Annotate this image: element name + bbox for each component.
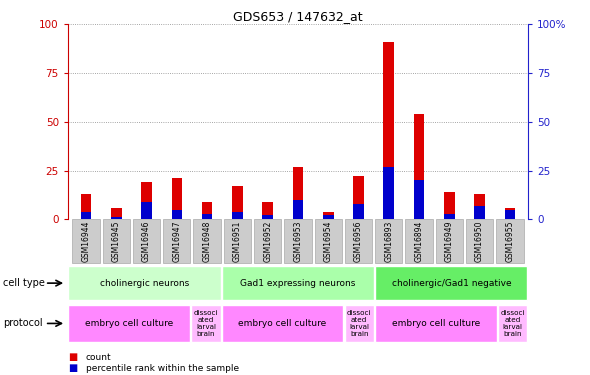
Bar [232,186,242,219]
Text: GSM16893: GSM16893 [384,220,394,262]
Bar [405,219,432,262]
Bar [263,202,273,219]
Bar [323,211,333,219]
Bar [172,210,182,219]
Bar [191,305,221,342]
Text: GSM16955: GSM16955 [506,220,514,262]
Text: GSM16949: GSM16949 [445,220,454,262]
Bar [202,213,212,219]
Bar [323,216,333,219]
Bar [103,219,130,262]
Bar [353,204,364,219]
Bar [504,210,515,219]
Text: Gad1 expressing neurons: Gad1 expressing neurons [240,279,356,288]
Bar [375,305,497,342]
Bar [111,208,122,219]
Bar [293,167,303,219]
Bar [384,42,394,219]
Text: dissoci
ated
larval
brain: dissoci ated larval brain [194,310,218,337]
Bar [194,219,221,262]
Text: dissoci
ated
larval
brain: dissoci ated larval brain [500,310,525,337]
Bar [81,211,91,219]
Bar [141,182,152,219]
Bar [414,114,424,219]
Title: GDS653 / 147632_at: GDS653 / 147632_at [233,10,363,23]
Bar [444,192,455,219]
Bar [263,216,273,219]
Text: dissoci
ated
larval
brain: dissoci ated larval brain [347,310,372,337]
Text: ■: ■ [68,352,77,362]
Text: protocol: protocol [3,318,42,328]
Bar [73,219,100,262]
Text: ■: ■ [68,363,77,373]
Text: count: count [86,352,111,362]
Text: GSM16948: GSM16948 [202,220,212,262]
Text: GSM16954: GSM16954 [324,220,333,262]
Bar [202,202,212,219]
Bar [222,266,374,300]
Bar [81,194,91,219]
Bar [163,219,191,262]
Bar [498,305,527,342]
Bar [284,219,312,262]
Bar [384,167,394,219]
Bar [345,305,374,342]
Text: GSM16944: GSM16944 [81,220,90,262]
Text: GSM16894: GSM16894 [415,220,424,262]
Bar [504,208,515,219]
Text: GSM16946: GSM16946 [142,220,151,262]
Text: GSM16947: GSM16947 [172,220,181,262]
Bar [353,177,364,219]
Text: GSM16945: GSM16945 [112,220,121,262]
Bar [345,219,372,262]
Bar [474,206,485,219]
Text: GSM16952: GSM16952 [263,220,272,262]
Text: embryo cell culture: embryo cell culture [85,319,173,328]
Bar [68,305,190,342]
Text: GSM16956: GSM16956 [354,220,363,262]
Text: embryo cell culture: embryo cell culture [238,319,327,328]
Bar [224,219,251,262]
Bar [254,219,281,262]
Bar [172,178,182,219]
Bar [232,211,242,219]
Bar [466,219,493,262]
Text: cell type: cell type [3,278,45,288]
Bar [111,217,122,219]
Text: GSM16950: GSM16950 [475,220,484,262]
Text: GSM16953: GSM16953 [293,220,303,262]
Text: percentile rank within the sample: percentile rank within the sample [86,364,239,373]
Bar [293,200,303,219]
Bar [375,219,402,262]
Bar [414,180,424,219]
Bar [444,213,455,219]
Bar [141,202,152,219]
Text: GSM16951: GSM16951 [233,220,242,262]
Bar [375,266,527,300]
Bar [133,219,160,262]
Bar [68,266,221,300]
Bar [314,219,342,262]
Bar [496,219,523,262]
Text: cholinergic neurons: cholinergic neurons [100,279,189,288]
Bar [474,194,485,219]
Bar [222,305,343,342]
Text: cholinergic/Gad1 negative: cholinergic/Gad1 negative [392,279,511,288]
Bar [435,219,463,262]
Text: embryo cell culture: embryo cell culture [392,319,480,328]
